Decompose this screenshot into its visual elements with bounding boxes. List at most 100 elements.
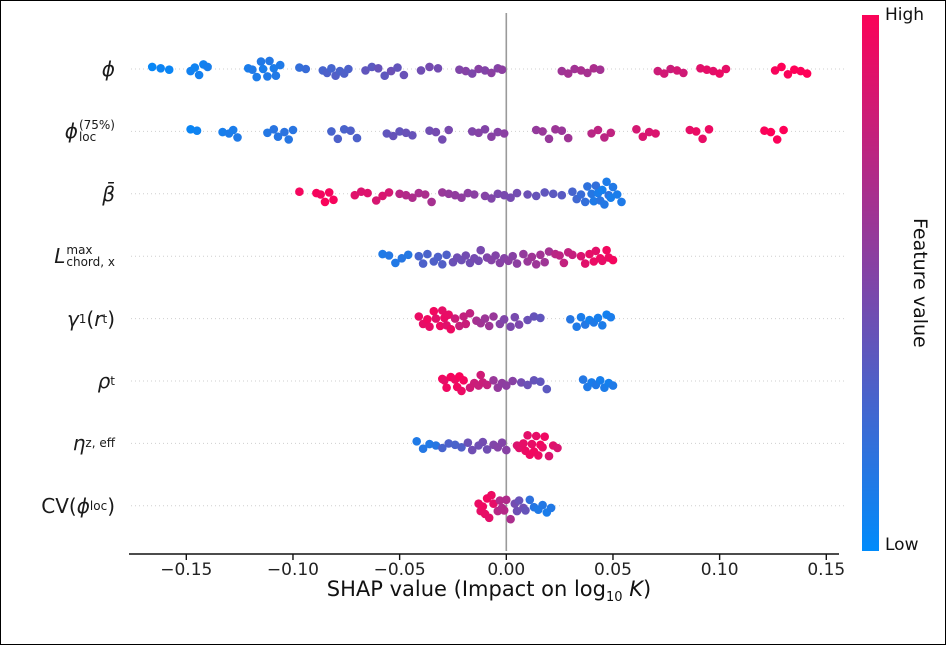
data-point	[427, 197, 436, 207]
data-point	[461, 251, 471, 260]
data-point	[576, 190, 586, 199]
data-point	[284, 135, 294, 144]
data-point	[271, 71, 281, 80]
data-point	[484, 321, 494, 331]
data-point	[563, 69, 573, 78]
data-point	[333, 134, 343, 144]
data-point	[538, 500, 547, 510]
data-point	[790, 65, 799, 74]
data-point	[269, 64, 279, 73]
data-point	[506, 514, 515, 524]
data-point	[397, 253, 407, 263]
data-point	[632, 125, 641, 134]
data-point	[644, 127, 654, 137]
data-point	[403, 250, 413, 260]
data-point	[696, 64, 705, 73]
data-point	[638, 132, 648, 141]
data-point	[802, 69, 812, 78]
data-point	[258, 64, 268, 74]
feature-label-text: ρ	[97, 369, 111, 393]
data-point	[580, 259, 590, 268]
data-point	[374, 64, 383, 73]
x-axis-title: SHAP value (Impact on log10 K)	[131, 577, 847, 605]
data-point	[478, 502, 488, 511]
feature-row-beta-bar	[295, 177, 626, 209]
data-point	[777, 62, 786, 72]
data-point	[499, 315, 509, 324]
data-point	[301, 64, 311, 74]
data-point	[320, 197, 330, 207]
data-point	[551, 125, 560, 134]
data-point	[380, 71, 390, 80]
data-point	[192, 126, 202, 135]
data-point	[529, 312, 539, 321]
data-point	[519, 439, 528, 448]
x-tick-label: −0.05	[374, 560, 426, 580]
data-point	[508, 376, 517, 386]
data-point	[593, 125, 603, 135]
data-point	[766, 127, 776, 137]
x-tick-label: −0.10	[267, 560, 319, 580]
data-point	[502, 381, 511, 390]
data-point	[295, 187, 304, 196]
data-point	[378, 249, 387, 259]
data-point	[228, 125, 238, 135]
data-point	[463, 188, 473, 198]
data-point	[395, 127, 404, 136]
data-point	[438, 135, 447, 144]
data-point	[482, 380, 492, 390]
data-point	[327, 127, 336, 136]
feature-label-text: )	[107, 306, 115, 331]
data-point	[589, 196, 599, 206]
x-axis-title-k: K	[622, 577, 643, 601]
colorbar-gradient	[862, 15, 879, 551]
data-point	[194, 70, 204, 80]
data-point	[457, 443, 466, 452]
feature-label-text: η	[72, 431, 86, 456]
data-point	[391, 258, 400, 268]
data-point	[147, 62, 157, 72]
data-point	[474, 256, 483, 266]
data-point	[480, 125, 490, 134]
data-point	[760, 126, 769, 135]
data-point	[395, 189, 404, 199]
feature-label-eta-z-eff: η z, eff	[73, 427, 115, 459]
data-point	[438, 260, 447, 269]
feature-row-cv-phi-loc	[474, 490, 556, 524]
data-point	[519, 249, 528, 259]
data-point	[269, 125, 279, 134]
data-point	[608, 182, 618, 192]
feature-row-phi	[147, 56, 812, 82]
data-point	[704, 125, 714, 134]
data-point	[721, 64, 731, 74]
data-point	[514, 320, 524, 329]
data-point	[438, 443, 447, 453]
feature-label-sub: t	[102, 311, 108, 326]
data-point	[606, 193, 616, 202]
data-point	[493, 189, 503, 199]
data-point	[435, 321, 445, 331]
data-point	[461, 319, 471, 329]
data-point	[563, 133, 573, 143]
data-point	[425, 126, 434, 135]
data-point	[555, 251, 564, 260]
data-point	[455, 65, 464, 74]
data-point	[685, 125, 695, 135]
data-point	[512, 259, 522, 268]
data-point	[589, 64, 599, 73]
data-point	[433, 64, 443, 73]
data-point	[463, 438, 473, 448]
data-point	[446, 324, 456, 334]
data-point	[523, 431, 532, 440]
data-point	[218, 127, 227, 137]
data-point	[467, 69, 477, 78]
data-point	[772, 135, 782, 144]
data-point	[444, 125, 454, 135]
data-point	[598, 185, 607, 195]
data-point	[544, 451, 554, 461]
data-point	[156, 64, 165, 73]
data-point	[399, 70, 409, 80]
data-point	[514, 496, 524, 505]
feature-row-rho-t	[438, 370, 618, 396]
